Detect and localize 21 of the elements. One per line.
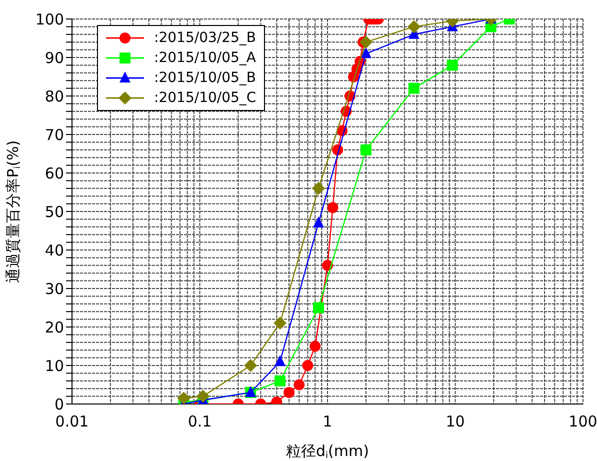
y-tick-label: 0 xyxy=(54,395,64,414)
legend-label: :2015/10/05_B xyxy=(154,69,256,88)
y-tick-label: 10 xyxy=(44,356,64,375)
legend-label: :2015/03/25_B xyxy=(154,29,256,48)
y-tick-label: 100 xyxy=(35,10,64,28)
y-tick-label: 80 xyxy=(44,87,64,106)
y-tick-label: 90 xyxy=(44,48,64,67)
x-tick-label: 10 xyxy=(446,412,465,431)
legend-label: :2015/10/05_A xyxy=(154,49,256,68)
y-tick-label: 40 xyxy=(44,241,64,260)
y-tick-label: 60 xyxy=(44,164,64,182)
x-tick-label: 0.1 xyxy=(188,412,212,431)
y-tick-label: 70 xyxy=(44,126,64,144)
x-tick-label: 1 xyxy=(322,412,332,431)
legend-label: :2015/10/05_C xyxy=(154,89,256,108)
y-tick-label: 20 xyxy=(44,318,64,336)
x-axis-title: 粒径d$_{i}$(mm) xyxy=(286,442,369,461)
x-tick-label: 100 xyxy=(568,412,597,431)
x-tick-label: 0.01 xyxy=(55,412,89,431)
y-tick-label: 30 xyxy=(44,280,64,298)
y-tick-label: 50 xyxy=(44,202,64,221)
